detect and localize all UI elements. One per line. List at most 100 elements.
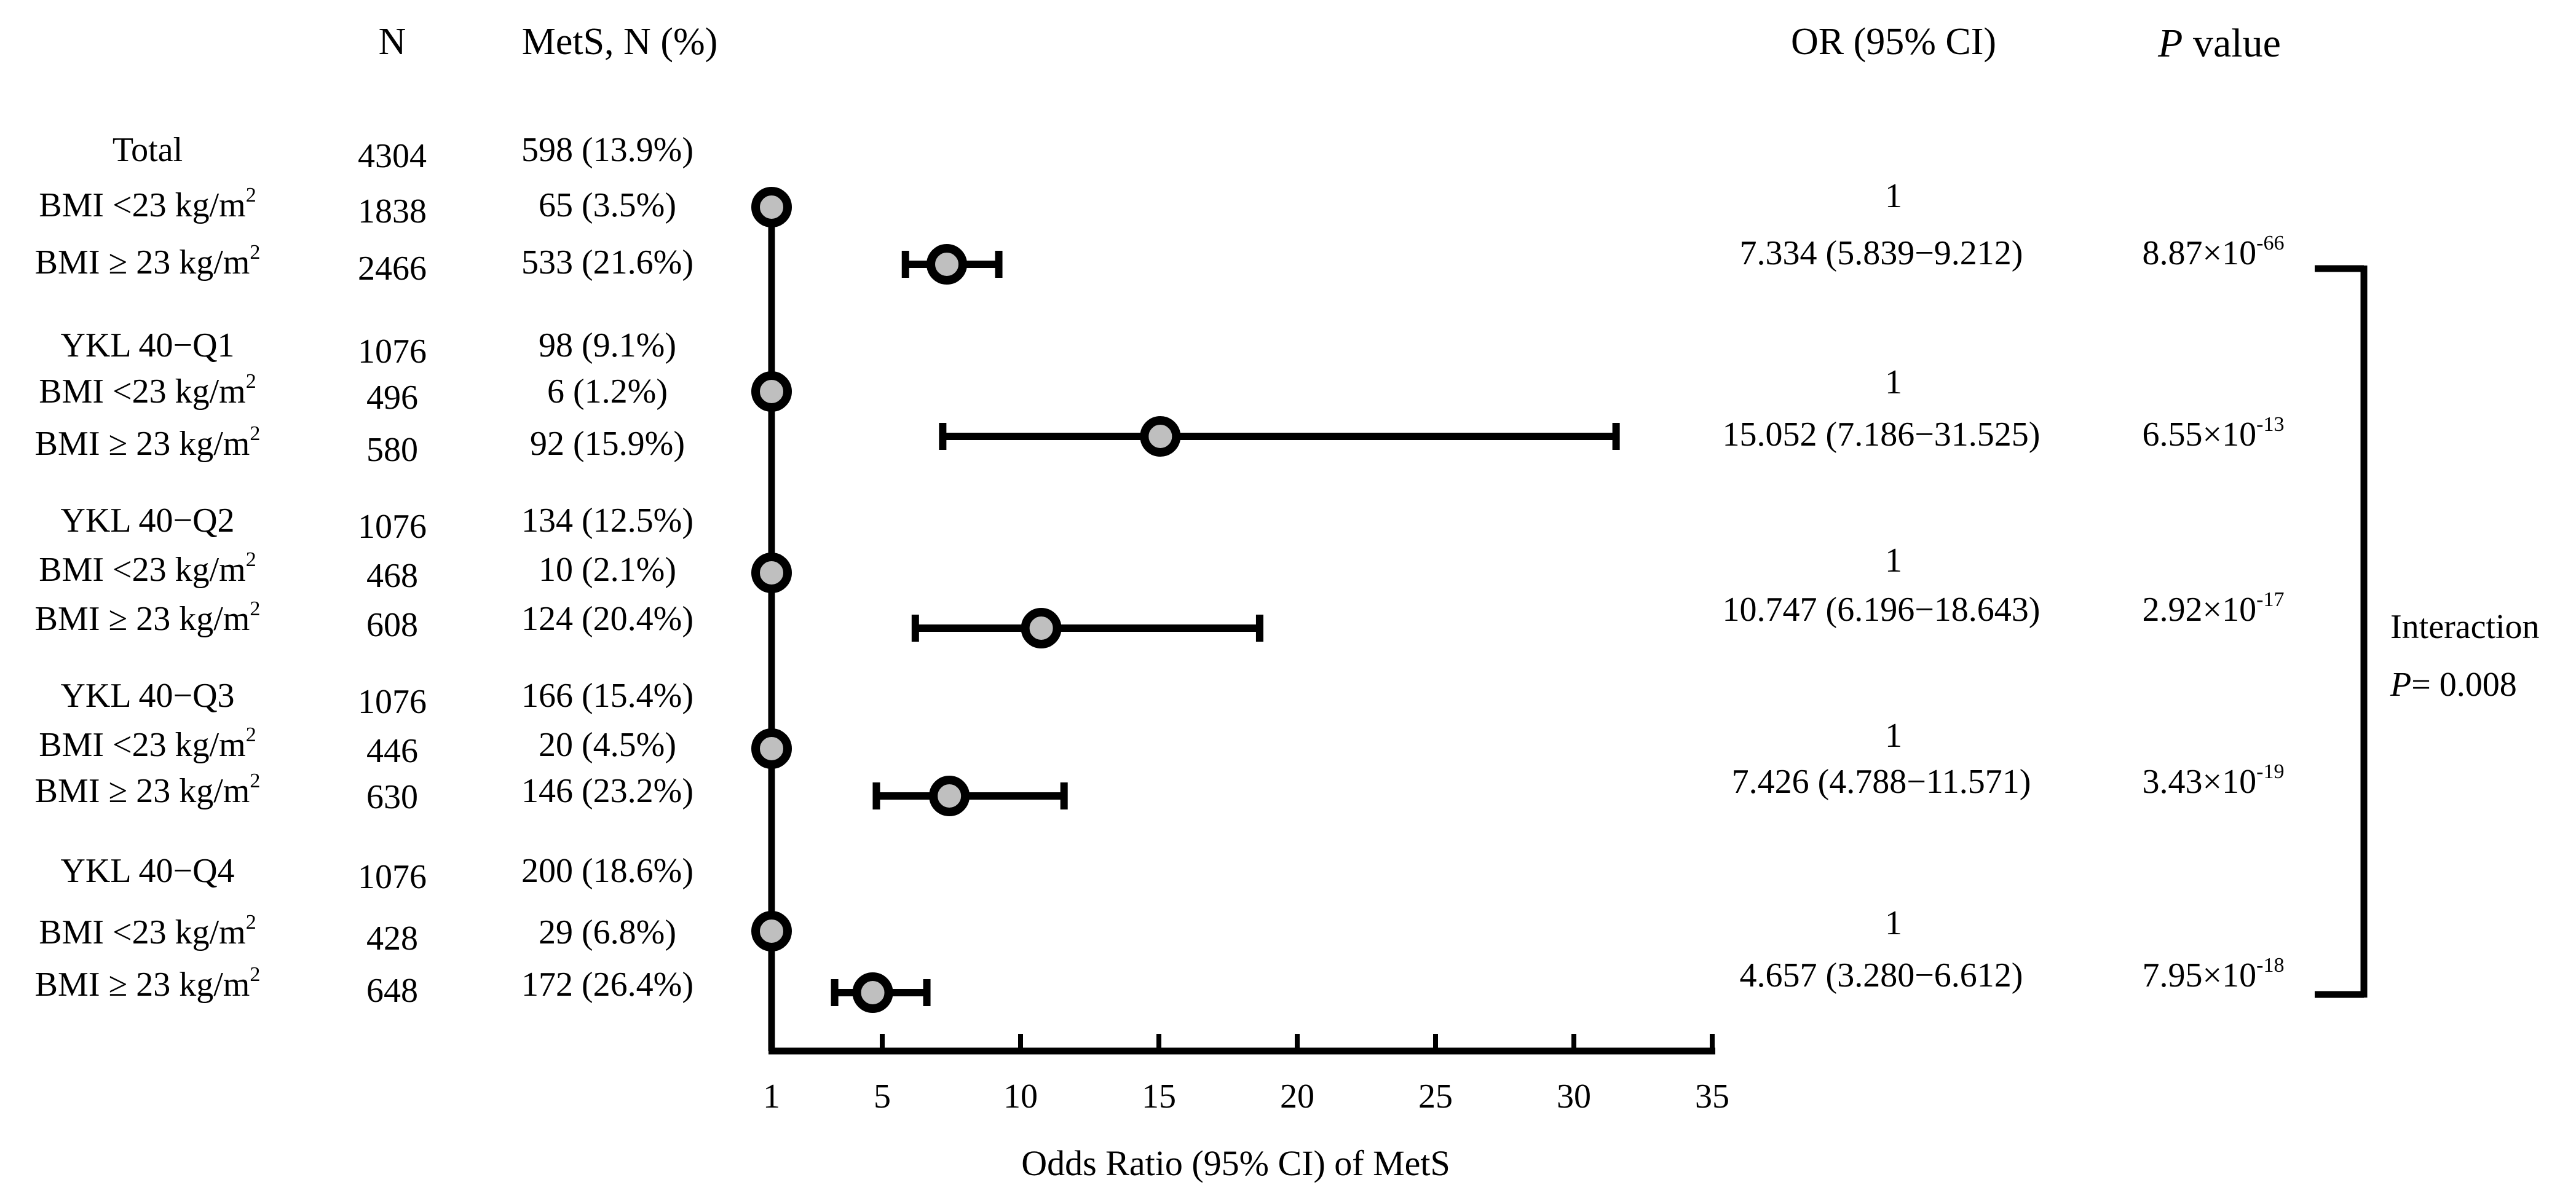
or-point: [852, 972, 893, 1013]
row-n: 580: [366, 431, 418, 469]
row-label: BMI ≥ 23 kg/m2: [35, 963, 261, 1004]
row-label-sup: 2: [246, 370, 256, 393]
row-label-text: BMI <23 kg/m: [39, 913, 246, 951]
row-label-sup: 2: [246, 911, 256, 934]
or-point: [929, 776, 970, 816]
row-label: BMI <23 kg/m2: [39, 184, 256, 224]
row-n: 1076: [358, 858, 427, 896]
row-or: 1: [1885, 541, 1902, 580]
forest-marks: [751, 187, 1620, 1013]
row-label: BMI <23 kg/m2: [39, 370, 256, 411]
row-n: 4304: [358, 137, 427, 175]
row-n: 446: [366, 732, 418, 770]
row-label-text: BMI <23 kg/m: [39, 551, 246, 589]
row-n: 1076: [358, 508, 427, 546]
row-p-exp: -17: [2256, 588, 2284, 611]
row-p-exp: -66: [2256, 232, 2284, 254]
row-or: 1: [1885, 904, 1902, 942]
row-label: YKL 40−Q1: [60, 326, 234, 364]
interaction-bracket: [2315, 265, 2368, 998]
forest-mark: [911, 608, 1263, 648]
row-mets: 200 (18.6%): [521, 852, 693, 890]
row-n: 1838: [358, 192, 427, 230]
row-mets: 20 (4.5%): [539, 726, 676, 764]
row-mets: 166 (15.4%): [521, 677, 693, 715]
row-label-text: BMI <23 kg/m: [39, 726, 246, 764]
row-label: YKL 40−Q4: [60, 852, 234, 890]
x-tick-label: 25: [1418, 1077, 1453, 1116]
x-tick-label: 10: [1003, 1077, 1038, 1116]
row-label-sup: 2: [246, 184, 256, 207]
x-tick-label: 20: [1280, 1077, 1314, 1116]
or-point: [751, 187, 792, 227]
row-p-value: 6.55×10-13: [2143, 413, 2285, 454]
header-n: N: [379, 21, 406, 63]
row-n: 630: [366, 778, 418, 816]
row-label: BMI ≥ 23 kg/m2: [35, 422, 261, 463]
row-label-sup: 2: [250, 597, 260, 620]
row-mets: 146 (23.2%): [521, 772, 693, 810]
row-mets: 172 (26.4%): [521, 966, 693, 1004]
row-p-base: 2.92×10: [2143, 591, 2257, 629]
row-mets: 98 (9.1%): [539, 326, 676, 364]
row-n: 468: [366, 557, 418, 595]
forest-mark: [872, 776, 1068, 816]
row-label: BMI <23 kg/m2: [39, 911, 256, 951]
row-label: YKL 40−Q3: [60, 677, 234, 715]
forest-mark: [751, 728, 792, 769]
row-or: 4.657 (3.280−6.612): [1740, 956, 2023, 994]
forest-mark: [751, 911, 792, 951]
row-label-text: YKL 40−Q1: [60, 326, 234, 364]
interaction-p-italic: P: [2390, 666, 2411, 704]
row-n: 2466: [358, 250, 427, 288]
x-axis-label: Odds Ratio (95% CI) of MetS: [1021, 1143, 1450, 1183]
row-or: 1: [1885, 177, 1902, 215]
forest-mark: [901, 244, 1003, 285]
x-tick-label: 5: [874, 1077, 891, 1116]
row-label: BMI ≥ 23 kg/m2: [35, 597, 261, 638]
row-or: 7.426 (4.788−11.571): [1732, 763, 2031, 801]
row-label-sup: 2: [250, 422, 260, 445]
row-label-text: BMI ≥ 23 kg/m: [35, 600, 250, 638]
row-n: 608: [366, 606, 418, 644]
forest-mark: [751, 371, 792, 412]
row-p-exp: -13: [2256, 413, 2284, 436]
x-tick-label: 30: [1557, 1077, 1591, 1116]
row-n: 648: [366, 972, 418, 1010]
row-label-text: BMI ≥ 23 kg/m: [35, 966, 250, 1004]
forest-mark: [939, 416, 1620, 457]
row-label-text: BMI ≥ 23 kg/m: [35, 772, 250, 810]
row-n: 496: [366, 379, 418, 417]
table-rows: Total 4304 598 (13.9%)BMI <23 kg/m2 1838 65 …: [35, 131, 2285, 1010]
row-label-text: Total: [113, 131, 183, 169]
row-p-value: 7.95×10-18: [2143, 954, 2285, 994]
row-label: BMI ≥ 23 kg/m2: [35, 241, 261, 282]
row-label-text: BMI ≥ 23 kg/m: [35, 425, 250, 463]
interaction-p-rest: = 0.008: [2411, 666, 2517, 704]
or-point: [751, 728, 792, 769]
row-mets: 92 (15.9%): [530, 425, 685, 463]
row-or: 10.747 (6.196−18.643): [1723, 591, 2041, 629]
x-tick-label: 1: [763, 1077, 780, 1116]
row-label-text: BMI ≥ 23 kg/m: [35, 243, 250, 282]
header-p-rest: value: [2183, 21, 2280, 66]
row-or: 15.052 (7.186−31.525): [1723, 415, 2041, 454]
x-tick-label: 15: [1142, 1077, 1176, 1116]
row-label-sup: 2: [246, 723, 256, 746]
row-label: BMI <23 kg/m2: [39, 723, 256, 764]
row-p-base: 7.95×10: [2143, 956, 2257, 994]
header-p-italic: P: [2157, 21, 2183, 66]
row-label-sup: 2: [246, 548, 256, 571]
header-p-value: P value: [2157, 21, 2281, 66]
row-label: Total: [113, 131, 183, 169]
row-n: 1076: [358, 683, 427, 721]
row-label-text: BMI <23 kg/m: [39, 372, 246, 411]
row-label: YKL 40−Q2: [60, 502, 234, 540]
interaction-label: Interaction: [2390, 608, 2540, 646]
row-mets: 29 (6.8%): [539, 913, 676, 951]
row-mets: 598 (13.9%): [521, 131, 693, 169]
forest-mark: [751, 187, 792, 227]
row-p-exp: -19: [2256, 760, 2284, 783]
row-label: BMI ≥ 23 kg/m2: [35, 770, 261, 810]
